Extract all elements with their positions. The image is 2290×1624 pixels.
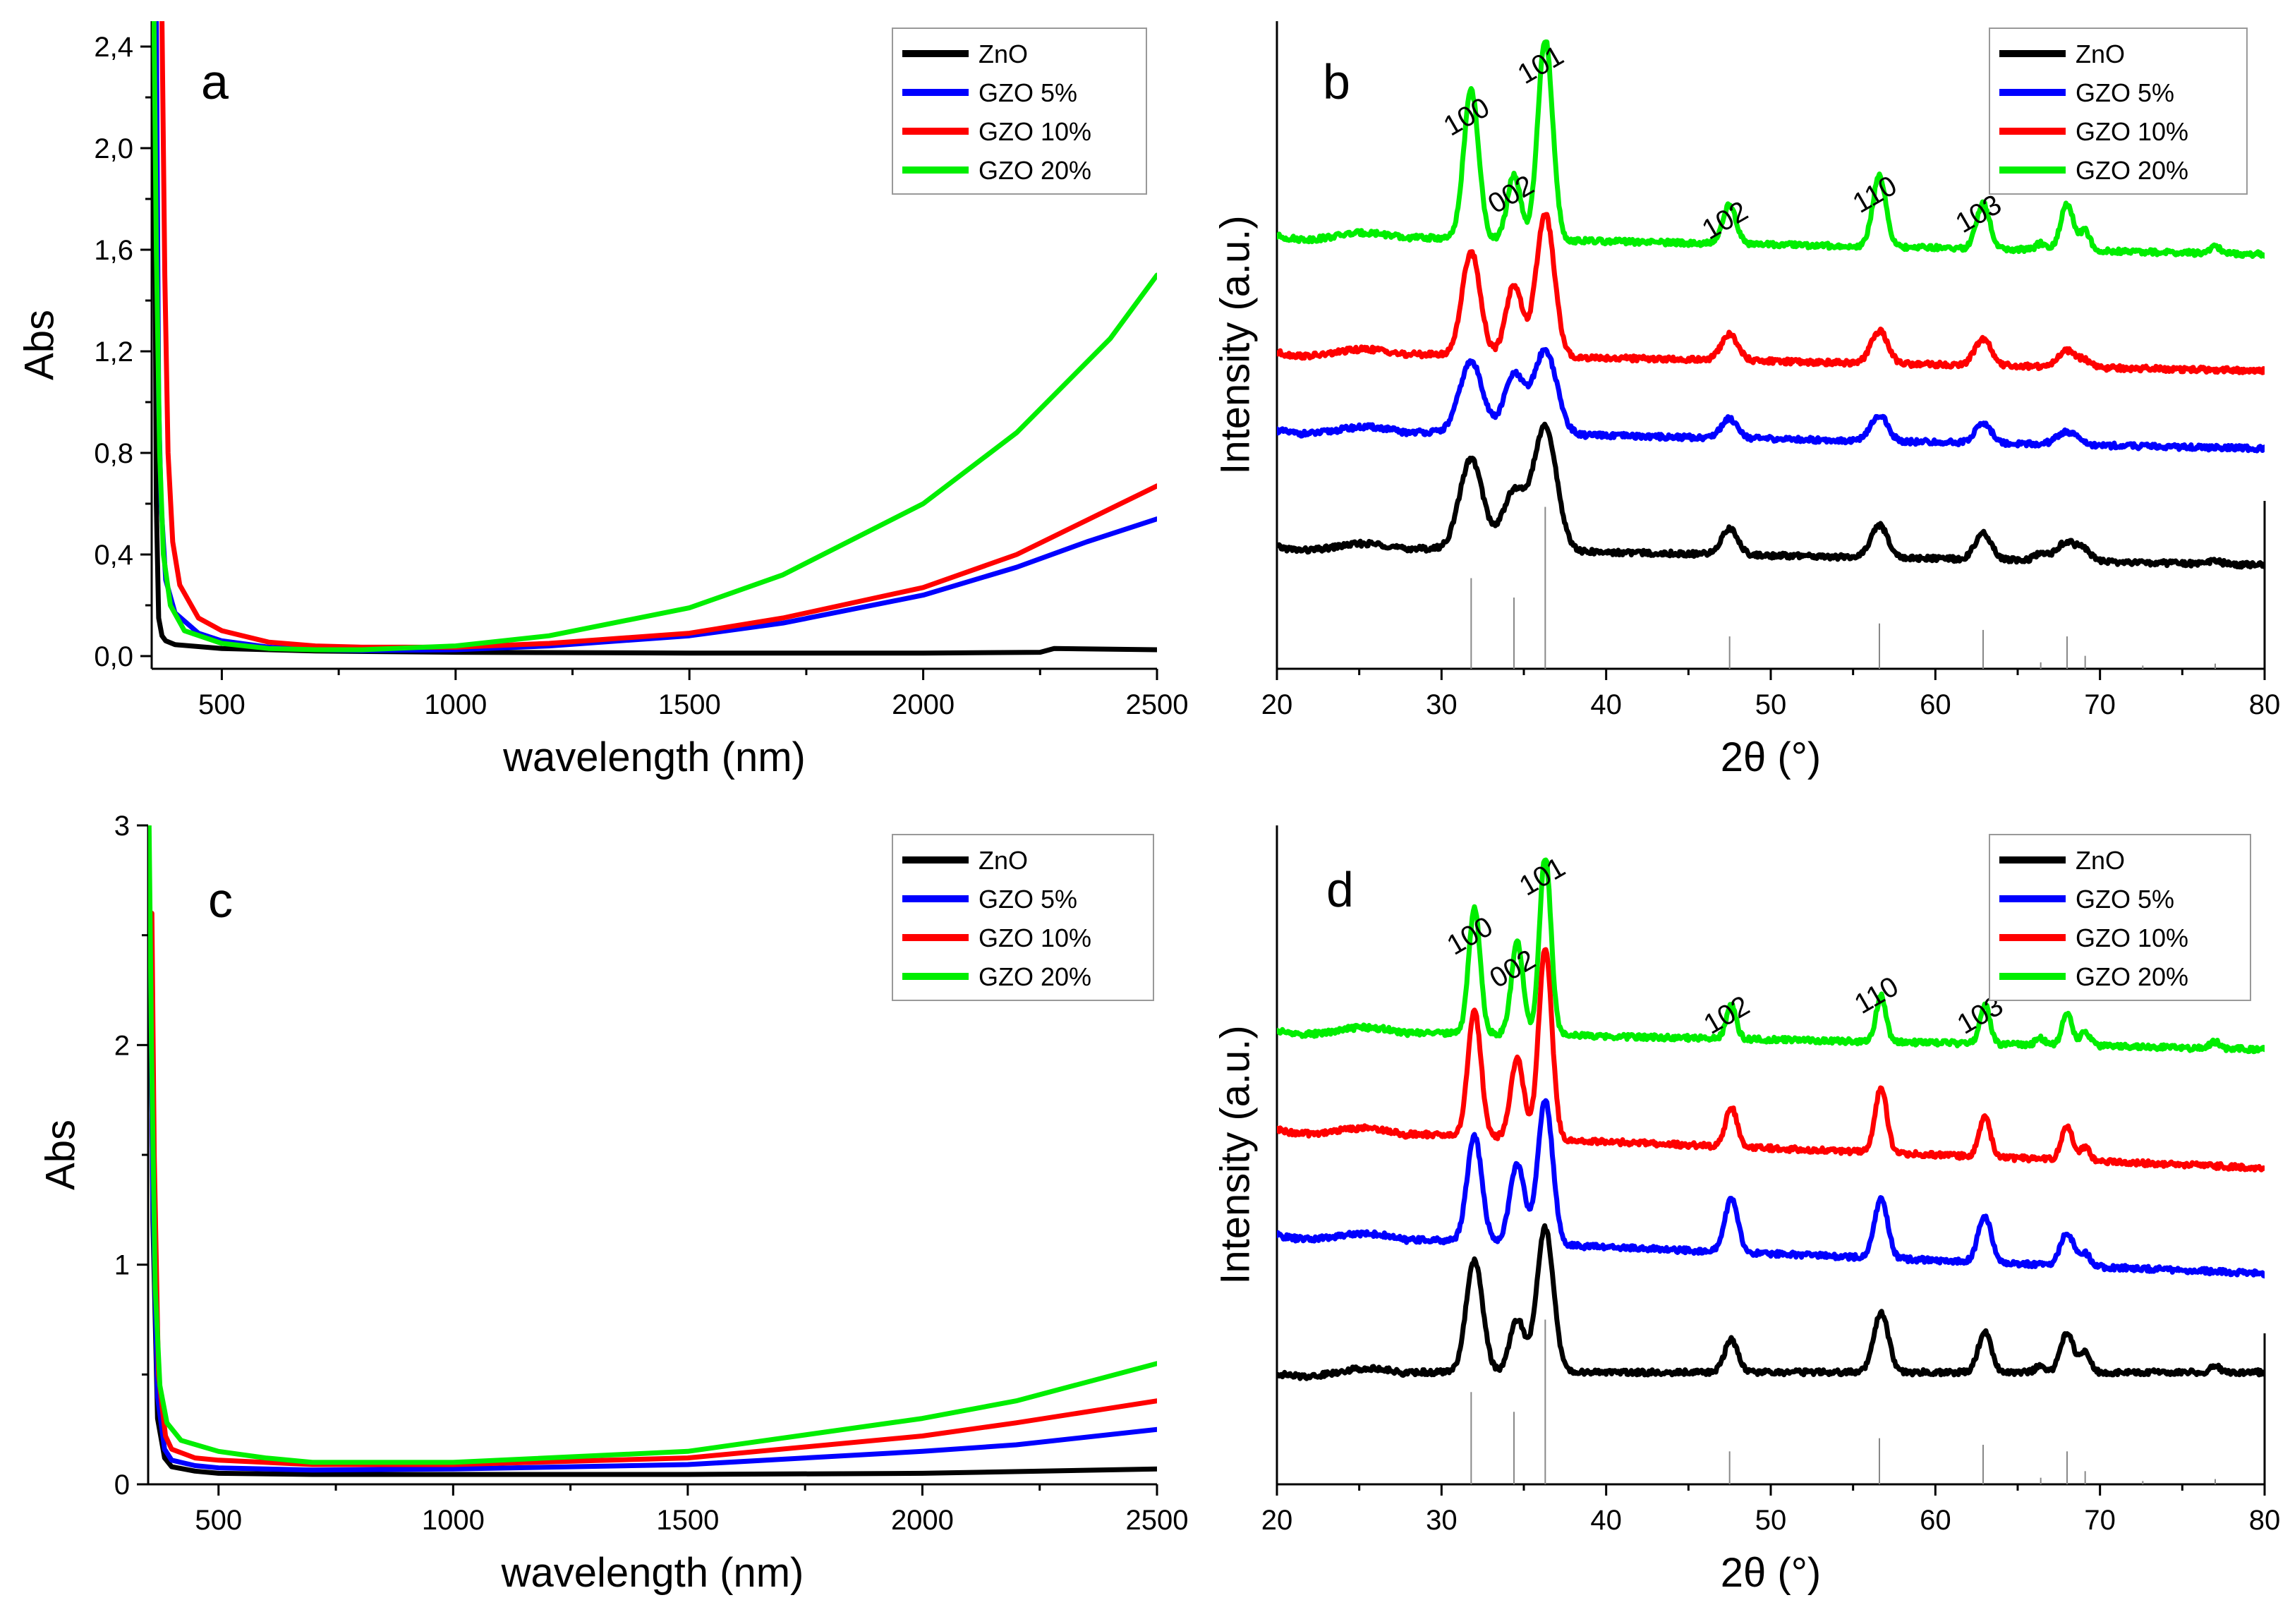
x-tick-label: 1000	[422, 1505, 485, 1536]
legend-label-gzo-10pct: GZO 10%	[2076, 923, 2188, 952]
series-line-zno	[1277, 421, 2265, 570]
series-line-gzo-20pct	[152, 21, 1157, 653]
y-tick-label: 2	[114, 1030, 130, 1061]
plot-area	[152, 21, 1157, 656]
panel-c: 500 1000 1500 2000 2500 0 1 2 3 wavelength (nm) Ab…	[37, 811, 1188, 1596]
x-tick-label: 40	[1590, 1505, 1622, 1536]
panel-letter: d	[1326, 862, 1354, 917]
legend: ZnO GZO 5% GZO 10% GZO 20%	[892, 834, 1154, 1001]
series-line-gzo-5pct	[1277, 1098, 2265, 1279]
y-axis-title: Intensity (a.u.)	[1212, 215, 1258, 474]
x-tick-label: 500	[195, 1505, 242, 1536]
peak-label: 110	[1849, 971, 1903, 1020]
legend-label-gzo-5pct: GZO 5%	[979, 78, 1077, 107]
x-tick-label: 50	[1755, 1505, 1787, 1536]
x-axis-title: 2θ (°)	[1721, 734, 1821, 780]
x-tick-label: 60	[1920, 1505, 1951, 1536]
x-tick-label: 40	[1590, 689, 1622, 720]
legend-label-gzo-20pct: GZO 20%	[979, 962, 1091, 991]
peak-label: 002	[1484, 944, 1541, 994]
series-line-gzo-5pct	[1277, 346, 2265, 454]
x-tick-label: 70	[2084, 689, 2116, 720]
y-tick-label: 0,4	[94, 540, 133, 571]
y-tick-label: 0,0	[94, 641, 133, 672]
peak-label: 102	[1699, 990, 1755, 1040]
x-tick-label: 1500	[656, 1505, 719, 1536]
x-tick-label: 500	[198, 689, 246, 720]
x-tick-label: 20	[1261, 1505, 1293, 1536]
legend-label-gzo-20pct: GZO 20%	[2076, 962, 2188, 991]
panel-letter: c	[208, 873, 233, 928]
legend-label-gzo-10pct: GZO 10%	[2076, 117, 2188, 146]
legend-label-zno: ZnO	[979, 846, 1028, 875]
series-line-gzo-20pct	[1277, 39, 2265, 259]
x-axis-title: wavelength (nm)	[501, 1550, 804, 1596]
series-line-gzo-10pct	[159, 21, 1157, 650]
plot-area	[148, 825, 1157, 1477]
panel-b: 20 30 40 50 60 70 80 2θ (°) Intensity (a.u.) b 100…	[1212, 21, 2280, 780]
series-line-gzo-10pct	[1277, 947, 2265, 1172]
peak-label: 100	[1438, 92, 1495, 142]
legend-label-gzo-5pct: GZO 5%	[2076, 78, 2174, 107]
x-tick-label: 60	[1920, 689, 1951, 720]
legend-label-zno: ZnO	[979, 40, 1028, 68]
panel-letter: a	[201, 54, 229, 109]
y-tick-label: 2,0	[94, 133, 133, 164]
series-line-gzo-10pct	[1277, 212, 2265, 375]
x-tick-label: 2500	[1126, 1505, 1189, 1536]
x-tick-label: 1000	[424, 689, 487, 720]
legend-label-zno: ZnO	[2076, 846, 2125, 875]
x-tick-label: 80	[2249, 689, 2281, 720]
legend-label-gzo-20pct: GZO 20%	[2076, 156, 2188, 185]
x-axis-title: 2θ (°)	[1721, 1550, 1821, 1596]
x-tick-label: 30	[1426, 1505, 1458, 1536]
legend-label-gzo-10pct: GZO 10%	[979, 117, 1091, 146]
peak-label: 101	[1514, 852, 1570, 902]
x-tick-label: 70	[2084, 1505, 2116, 1536]
legend-label-gzo-5pct: GZO 5%	[2076, 885, 2174, 914]
y-tick-label: 0	[114, 1470, 130, 1501]
series-line-zno	[1277, 1223, 2265, 1381]
x-tick-label: 20	[1261, 689, 1293, 720]
legend-label-gzo-10pct: GZO 10%	[979, 923, 1091, 952]
series-line-gzo-20pct	[1277, 857, 2265, 1055]
y-tick-label: 3	[114, 811, 130, 842]
x-tick-label: 2000	[891, 1505, 954, 1536]
panel-letter: b	[1323, 54, 1350, 109]
legend-label-gzo-5pct: GZO 5%	[979, 885, 1077, 914]
y-axis-title: Abs	[16, 310, 62, 380]
y-tick-label: 0,8	[94, 438, 133, 469]
x-tick-label: 2500	[1126, 689, 1189, 720]
y-tick-label: 1,2	[94, 337, 133, 368]
legend: ZnO GZO 5% GZO 10% GZO 20%	[892, 28, 1147, 195]
legend: ZnO GZO 5% GZO 10% GZO 20%	[1989, 28, 2248, 195]
x-tick-label: 50	[1755, 689, 1787, 720]
y-axis-title: Abs	[37, 1120, 83, 1190]
peak-label: 101	[1513, 40, 1569, 90]
plot-area	[1277, 39, 2265, 669]
x-axis-title: wavelength (nm)	[502, 734, 806, 780]
panel-d: 20 30 40 50 60 70 80 2θ (°) Intensity (a.u.) d 100…	[1212, 825, 2280, 1596]
y-tick-label: 2,4	[94, 32, 133, 63]
x-tick-label: 2000	[892, 689, 955, 720]
y-axis-title: Intensity (a.u.)	[1212, 1025, 1258, 1284]
y-tick-label: 1	[114, 1250, 130, 1281]
x-tick-label: 30	[1426, 689, 1458, 720]
plot-area	[1277, 857, 2265, 1484]
legend: ZnO GZO 5% GZO 10% GZO 20%	[1989, 834, 2251, 1001]
legend-label-zno: ZnO	[2076, 40, 2125, 68]
peak-label: 100	[1442, 911, 1498, 961]
legend-label-gzo-20pct: GZO 20%	[979, 156, 1091, 185]
series-line-gzo-20pct	[148, 825, 1157, 1465]
x-tick-label: 1500	[658, 689, 721, 720]
peak-label: 103	[1951, 189, 2007, 239]
panel-a: 500 1000 1500 2000 2500 0,0 0,4 0,8 1,2 1,6 2,0 2,4…	[16, 21, 1188, 780]
series-line-gzo-5pct	[148, 955, 1157, 1473]
x-tick-label: 80	[2249, 1505, 2281, 1536]
peak-label: 110	[1848, 170, 1902, 219]
y-tick-label: 1,6	[94, 235, 133, 266]
